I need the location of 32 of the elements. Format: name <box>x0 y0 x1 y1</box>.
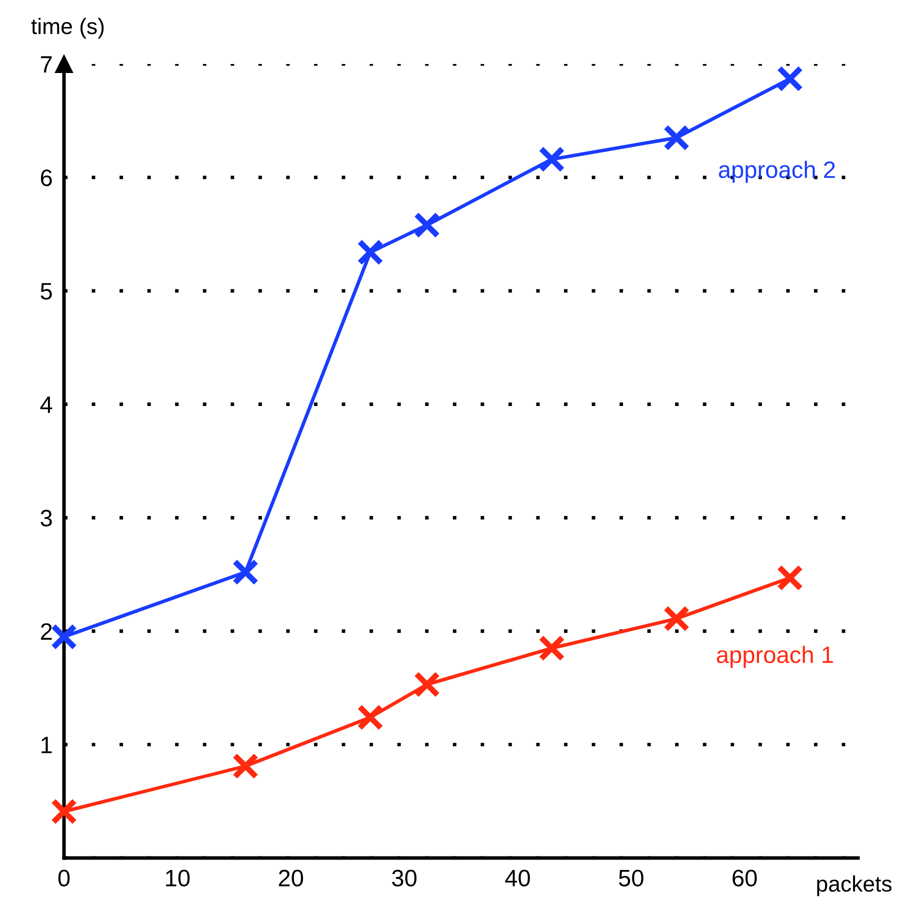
point <box>663 605 690 632</box>
y-tick-label: 4 <box>40 396 52 413</box>
y-tick-label: 3 <box>40 510 52 526</box>
x-tick-label: 0 <box>58 870 70 886</box>
point <box>50 624 78 650</box>
y-axis-title: time (s) <box>31 18 104 39</box>
series-label: approach 2 <box>718 160 835 183</box>
y-tick-label: 6 <box>40 169 52 186</box>
x-axis-title: packets <box>817 875 892 896</box>
point <box>776 66 804 92</box>
point <box>414 212 440 238</box>
point <box>538 634 565 662</box>
point <box>414 671 440 698</box>
point <box>232 752 259 780</box>
y-tick-label: 1 <box>42 736 52 754</box>
x-tick-label: 30 <box>392 870 416 886</box>
point <box>663 124 690 151</box>
series-label: approach 1 <box>716 646 833 668</box>
point <box>357 239 384 266</box>
point <box>776 564 804 592</box>
y-tick-label: 7 <box>40 56 52 73</box>
point <box>50 798 78 825</box>
x-tick-label: 20 <box>278 870 304 886</box>
x-tick-label: 50 <box>618 870 644 886</box>
y-tick-label: 2 <box>40 623 52 640</box>
point <box>232 558 259 586</box>
y-tick-label: 5 <box>40 283 52 300</box>
point <box>538 146 565 172</box>
x-tick-label: 40 <box>505 870 530 886</box>
x-tick-label: 60 <box>732 870 757 886</box>
x-tick-label: 10 <box>166 870 190 886</box>
point <box>357 704 384 731</box>
